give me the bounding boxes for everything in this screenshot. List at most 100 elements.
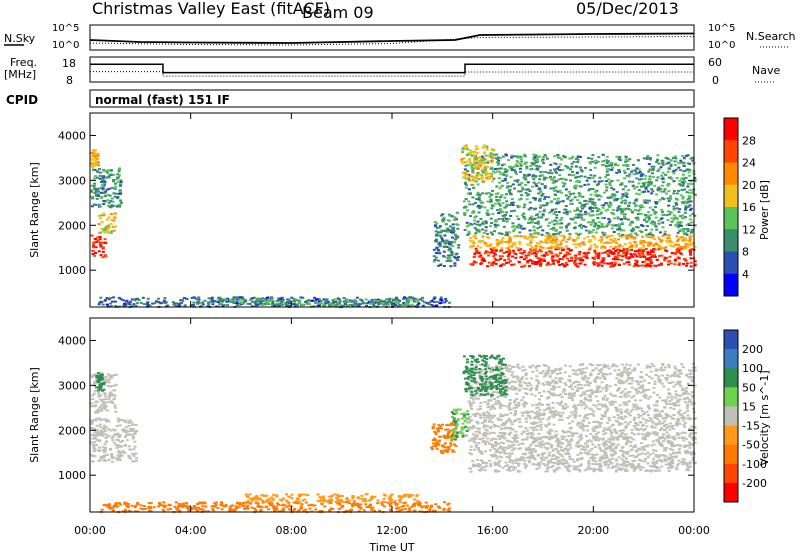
cell-power-data-1	[113, 225, 117, 228]
cell-power-data-9	[491, 189, 494, 192]
cell-vel-data-7	[535, 439, 539, 441]
cell-power-data-9	[549, 169, 552, 172]
cell-power-data-4	[194, 297, 198, 300]
cell-power-data-0	[94, 252, 97, 254]
cell-power-data-9	[524, 178, 528, 181]
cell-vel-data-7	[509, 445, 513, 448]
cell-power-data-9	[551, 178, 555, 181]
cell-power-data-9	[608, 219, 612, 222]
cell-power-data-9	[572, 192, 576, 195]
cell-vel-data-7	[552, 462, 556, 464]
cell-power-data-8	[559, 242, 563, 245]
cell-power-data-9	[535, 164, 539, 167]
cell-power-data-6	[444, 242, 448, 245]
cell-power-data-9	[466, 192, 470, 195]
cell-vel-data-1	[98, 398, 102, 401]
cell-power-data-9	[681, 173, 685, 176]
cell-power-data-7	[480, 256, 484, 259]
cell-vel-data-7	[667, 463, 671, 466]
cell-power-data-3	[96, 152, 100, 155]
cell-vel-data-3	[220, 508, 224, 511]
cell-power-data-8	[496, 239, 500, 242]
cell-power-data-9	[547, 172, 551, 174]
cell-power-data-8	[605, 241, 609, 244]
cell-power-data-9	[689, 180, 693, 183]
cell-power-data-9	[493, 202, 497, 205]
cell-power-data-10	[469, 162, 472, 165]
cell-vel-data-4	[331, 494, 334, 497]
cell-power-data-2	[96, 193, 100, 196]
cell-power-data-9	[561, 200, 565, 203]
cell-power-data-9	[473, 219, 477, 222]
cell-power-data-10	[471, 171, 475, 174]
cell-power-data-9	[576, 216, 580, 219]
cell-power-data-9	[515, 172, 518, 175]
cell-power-data-2	[105, 171, 109, 174]
cell-power-data-9	[579, 185, 583, 188]
cell-power-data-7	[568, 249, 572, 252]
cell-power-data-8	[552, 235, 556, 238]
cell-power-data-7	[533, 261, 537, 263]
cell-power-data-5	[398, 303, 402, 306]
cell-power-data-9	[503, 196, 507, 199]
cell-vel-data-4	[298, 495, 301, 498]
cell-power-data-9	[555, 202, 559, 205]
cell-vel-data-6	[461, 432, 465, 435]
cell-vel-data-6	[464, 425, 468, 428]
cell-power-data-7	[562, 255, 566, 258]
cell-power-data-5	[319, 299, 323, 302]
cell-vel-data-0	[116, 417, 120, 420]
cell-vel-data-5	[431, 427, 435, 430]
cell-power-data-9	[465, 209, 469, 212]
cell-power-data-9	[618, 170, 622, 173]
freq-label: Freq.	[10, 56, 37, 69]
cell-vel-data-7	[664, 449, 668, 452]
cell-vel-data-0	[99, 432, 103, 435]
cell-power-data-9	[467, 232, 471, 235]
cell-power-data-9	[597, 209, 601, 212]
cell-power-data-9	[579, 213, 583, 216]
cell-power-data-4	[183, 304, 187, 307]
cell-vel-data-7	[517, 459, 521, 462]
cell-power-data-9	[530, 162, 534, 165]
cell-power-data-7	[488, 251, 492, 254]
cell-power-data-9	[580, 170, 584, 173]
cell-power-data-7	[479, 262, 483, 265]
cell-power-data-9	[647, 199, 651, 202]
cell-power-data-9	[494, 219, 498, 221]
cell-power-data-4	[417, 302, 421, 305]
cell-power-data-8	[632, 237, 636, 240]
cell-power-data-9	[558, 156, 562, 159]
cell-vel-data-6	[452, 408, 456, 411]
cell-vel-data-3	[196, 503, 200, 505]
cell-vel-data-7	[511, 436, 515, 439]
cell-power-data-9	[685, 223, 689, 226]
cell-power-data-7	[611, 265, 615, 268]
cell-vel-data-3	[340, 506, 344, 509]
cell-power-data-7	[535, 262, 539, 265]
cell-power-data-9	[619, 183, 623, 186]
cell-power-data-8	[606, 235, 610, 238]
cell-power-data-6	[451, 236, 454, 239]
cell-vel-data-3	[244, 501, 248, 504]
cell-power-data-9	[672, 180, 676, 183]
cell-power-data-7	[517, 249, 521, 252]
cell-vel-data-4	[287, 495, 291, 498]
cell-power-data-9	[583, 200, 587, 202]
cell-power-data-7	[586, 251, 590, 254]
cell-power-data-9	[501, 180, 505, 182]
cell-power-data-7	[616, 258, 620, 261]
cell-vel-data-3	[442, 507, 446, 510]
cell-power-data-9	[490, 207, 494, 210]
cell-power-data-9	[562, 185, 566, 188]
cell-power-data-9	[472, 211, 476, 214]
cell-power-data-9	[540, 174, 544, 177]
cell-vel-data-3	[410, 505, 414, 508]
cell-vel-data-4	[272, 493, 276, 496]
cell-vel-data-3	[447, 502, 451, 505]
cell-vel-data-7	[528, 459, 531, 462]
cell-power-data-9	[609, 161, 613, 164]
cell-power-data-9	[467, 230, 471, 233]
cell-vel-data-3	[304, 501, 308, 504]
cell-power-data-9	[645, 220, 649, 223]
